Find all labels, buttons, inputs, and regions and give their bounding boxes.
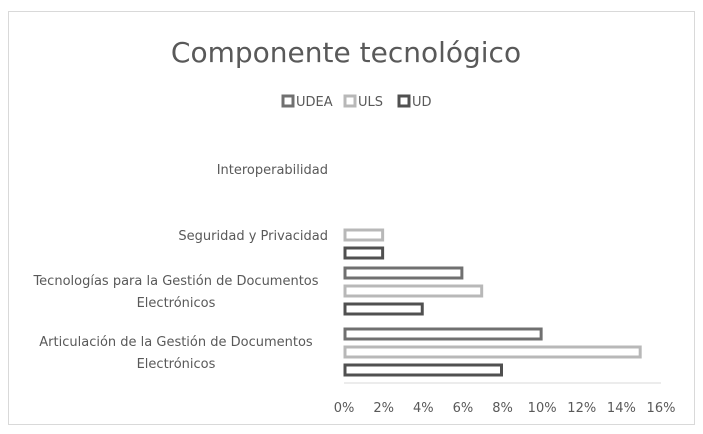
bar-ud	[343, 246, 385, 260]
x-tick-label: 14%	[607, 401, 636, 416]
category-label: Tecnologías para la Gestión de Documento…	[32, 274, 318, 289]
legend: UDEA ULS UD	[281, 94, 432, 110]
category-labels: Interoperabilidad Seguridad y Privacidad T…	[32, 163, 328, 372]
bar-uls	[343, 228, 385, 242]
x-tick-label: 10%	[528, 401, 557, 416]
x-tick-label: 2%	[373, 401, 394, 416]
category-label: Interoperabilidad	[217, 163, 328, 178]
bar-ud	[343, 302, 424, 316]
x-tick-label: 6%	[453, 401, 474, 416]
bar-ud	[343, 363, 503, 377]
x-tick-label: 16%	[647, 401, 676, 416]
bars	[343, 228, 642, 377]
bar-udea	[343, 327, 543, 341]
legend-label-udea: UDEA	[296, 95, 333, 110]
bar-uls	[343, 284, 484, 298]
legend-label-uls: ULS	[358, 95, 383, 110]
x-tick-label: 0%	[334, 401, 355, 416]
category-label: Articulación de la Gestión de Documentos	[39, 335, 313, 350]
x-axis-ticks: 0% 2% 4% 6% 8% 10% 12% 14% 16%	[334, 401, 676, 416]
legend-swatch-udea	[281, 94, 295, 108]
bar-uls	[343, 345, 642, 359]
category-label: Electrónicos	[137, 296, 216, 311]
x-tick-label: 4%	[413, 401, 434, 416]
bar-udea	[343, 266, 464, 280]
category-label: Seguridad y Privacidad	[178, 229, 328, 244]
category-label: Electrónicos	[137, 357, 216, 372]
chart-title: Componente tecnológico	[171, 36, 521, 69]
legend-swatch-uls	[343, 94, 357, 108]
x-tick-label: 8%	[492, 401, 513, 416]
legend-swatch-ud	[397, 94, 411, 108]
x-tick-label: 12%	[567, 401, 596, 416]
legend-label-ud: UD	[412, 95, 432, 110]
